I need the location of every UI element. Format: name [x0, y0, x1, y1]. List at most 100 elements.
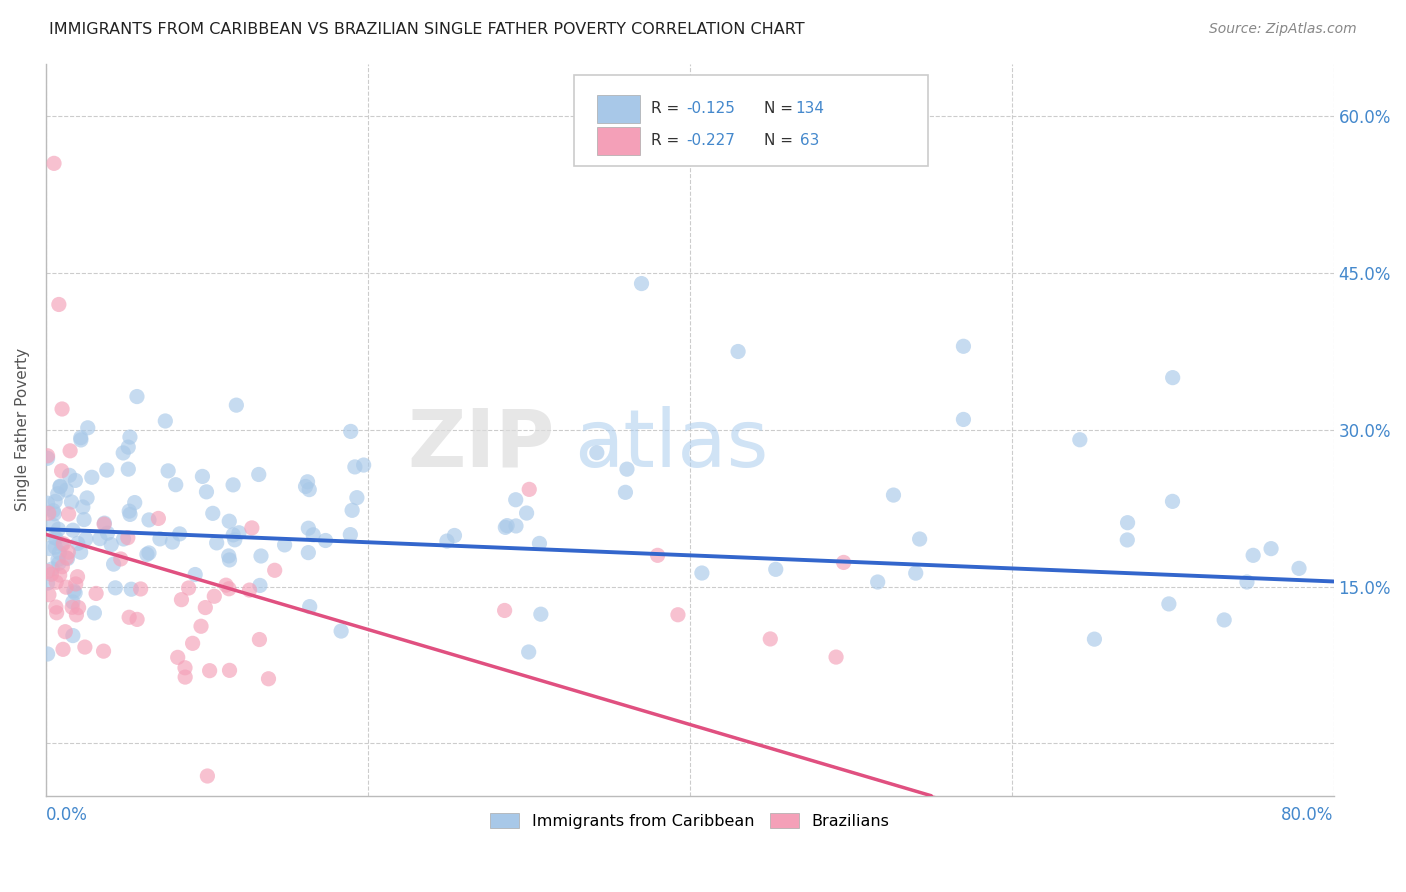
Point — [616, 462, 638, 476]
Point — [302, 528, 325, 542]
Point — [1161, 494, 1184, 508]
Point — [228, 525, 250, 540]
Point — [48, 297, 70, 311]
Point — [1213, 613, 1236, 627]
Point — [247, 467, 270, 482]
Point — [59, 443, 82, 458]
Point — [630, 277, 652, 291]
Point — [197, 769, 219, 783]
Point — [76, 491, 98, 505]
Point — [1069, 433, 1091, 447]
Point — [73, 640, 96, 654]
Point — [42, 156, 65, 170]
Point — [48, 522, 70, 536]
Point — [908, 532, 931, 546]
Point — [65, 607, 87, 622]
Point — [330, 624, 353, 638]
Point — [93, 516, 115, 530]
Point — [58, 545, 80, 559]
Point — [516, 506, 538, 520]
Point — [49, 480, 72, 494]
Point — [93, 644, 115, 658]
Point — [157, 464, 180, 478]
Point — [690, 566, 713, 580]
Point — [297, 521, 319, 535]
Point — [273, 538, 295, 552]
Point — [353, 458, 375, 472]
Point — [174, 670, 197, 684]
Point — [215, 578, 238, 592]
Point — [257, 672, 280, 686]
Point — [298, 483, 321, 497]
Point — [60, 495, 83, 509]
Text: N =: N = — [765, 134, 799, 148]
Point — [110, 552, 132, 566]
Point — [100, 538, 122, 552]
Point — [73, 512, 96, 526]
Point — [1260, 541, 1282, 556]
Point — [138, 546, 160, 560]
Point — [866, 574, 889, 589]
Point — [343, 459, 366, 474]
Point — [218, 549, 240, 563]
Point — [135, 548, 157, 562]
Point — [48, 556, 70, 570]
Point — [149, 532, 172, 546]
Point — [1083, 632, 1105, 647]
Point — [443, 528, 465, 542]
Point — [201, 507, 224, 521]
Point — [205, 536, 228, 550]
Text: R =: R = — [651, 134, 685, 148]
Point — [198, 664, 221, 678]
Point — [72, 500, 94, 514]
Point — [952, 339, 974, 353]
Text: Source: ZipAtlas.com: Source: ZipAtlas.com — [1209, 22, 1357, 37]
Point — [75, 532, 97, 546]
Point — [66, 536, 89, 550]
FancyBboxPatch shape — [598, 95, 640, 122]
Point — [80, 470, 103, 484]
Point — [117, 462, 139, 476]
Point — [250, 549, 273, 563]
Point — [494, 603, 516, 617]
Point — [585, 446, 607, 460]
Text: -0.125: -0.125 — [686, 101, 735, 116]
Point — [1288, 561, 1310, 575]
Point — [69, 431, 91, 445]
Point — [494, 520, 516, 534]
Point — [41, 562, 63, 576]
Point — [184, 567, 207, 582]
Point — [69, 545, 91, 559]
Point — [904, 566, 927, 581]
Point — [346, 491, 368, 505]
Point — [222, 478, 245, 492]
Point — [44, 540, 66, 554]
Point — [118, 430, 141, 444]
Text: -0.227: -0.227 — [686, 134, 735, 148]
Point — [52, 642, 75, 657]
Point — [238, 583, 260, 598]
Point — [162, 535, 184, 549]
Point — [55, 483, 77, 497]
Point — [118, 508, 141, 522]
Point — [41, 567, 63, 582]
Point — [48, 568, 70, 582]
Text: 80.0%: 80.0% — [1281, 806, 1334, 824]
Point — [496, 518, 519, 533]
Point — [297, 475, 319, 489]
Point — [42, 518, 65, 533]
Point — [517, 483, 540, 497]
Point — [218, 553, 240, 567]
Point — [58, 468, 80, 483]
Point — [45, 600, 67, 615]
Point — [37, 496, 59, 510]
Point — [38, 588, 60, 602]
Point — [181, 636, 204, 650]
Point — [53, 624, 76, 639]
Point — [1157, 597, 1180, 611]
Point — [38, 506, 60, 520]
Point — [37, 565, 59, 579]
Point — [315, 533, 337, 548]
Point — [117, 531, 139, 545]
Point — [37, 647, 59, 661]
